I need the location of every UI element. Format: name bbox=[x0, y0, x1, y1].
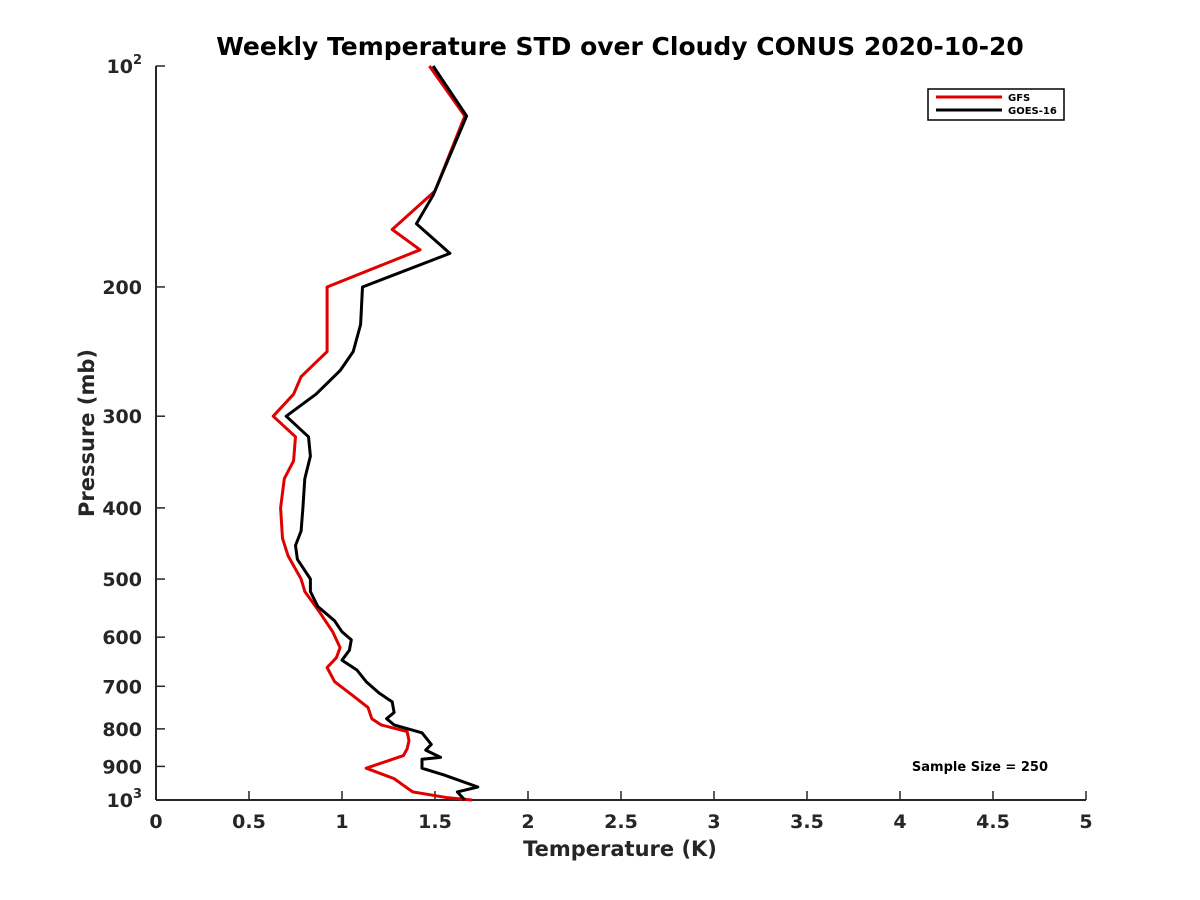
y-tick-label: 700 bbox=[102, 676, 142, 698]
legend-label-goes16: GOES-16 bbox=[1008, 106, 1057, 117]
x-tick-label: 1 bbox=[335, 811, 348, 833]
x-tick-label: 0.5 bbox=[232, 811, 266, 833]
y-tick-label: 200 bbox=[102, 277, 142, 299]
x-ticks: 0 0.5 1 1.5 2 2.5 3 3.5 4 4.5 5 bbox=[149, 791, 1093, 833]
legend-label-gfs: GFS bbox=[1008, 93, 1030, 104]
y-tick-label: 800 bbox=[102, 719, 142, 741]
y-tick-label: 103 bbox=[107, 787, 143, 812]
x-tick-label: 0 bbox=[149, 811, 162, 833]
series-line-goes16 bbox=[284, 65, 480, 802]
x-tick-label: 3.5 bbox=[790, 811, 824, 833]
x-tick-label: 5 bbox=[1079, 811, 1092, 833]
y-axis-label: Pressure (mb) bbox=[75, 349, 99, 517]
legend-box bbox=[927, 88, 1065, 121]
y-ticks: 102 200 300 400 500 600 700 800 900 103 bbox=[102, 53, 165, 812]
y-tick-label: 900 bbox=[102, 756, 142, 778]
x-axis-label: Temperature (K) bbox=[523, 837, 717, 861]
y-tick-label: 300 bbox=[102, 406, 142, 428]
plot-area: 0 0.5 1 1.5 2 2.5 3 3.5 4 4.5 5 102 200 300 400 500 600… bbox=[102, 53, 1092, 833]
y-tick-label: 500 bbox=[102, 569, 142, 591]
series-lines bbox=[271, 65, 480, 802]
y-tick-label: 600 bbox=[102, 627, 142, 649]
x-tick-label: 3 bbox=[707, 811, 720, 833]
x-tick-label: 2 bbox=[521, 811, 534, 833]
sample-size-annotation: Sample Size = 250 bbox=[912, 760, 1048, 775]
chart-title: Weekly Temperature STD over Cloudy CONUS… bbox=[216, 32, 1024, 61]
legend: GFS GOES-16 bbox=[927, 88, 1065, 121]
x-tick-label: 4.5 bbox=[976, 811, 1010, 833]
x-tick-label: 4 bbox=[893, 811, 906, 833]
series-line-gfs bbox=[271, 65, 473, 802]
y-tick-label: 102 bbox=[107, 53, 143, 78]
x-tick-label: 2.5 bbox=[604, 811, 638, 833]
x-tick-label: 1.5 bbox=[418, 811, 452, 833]
y-tick-label: 400 bbox=[102, 498, 142, 520]
